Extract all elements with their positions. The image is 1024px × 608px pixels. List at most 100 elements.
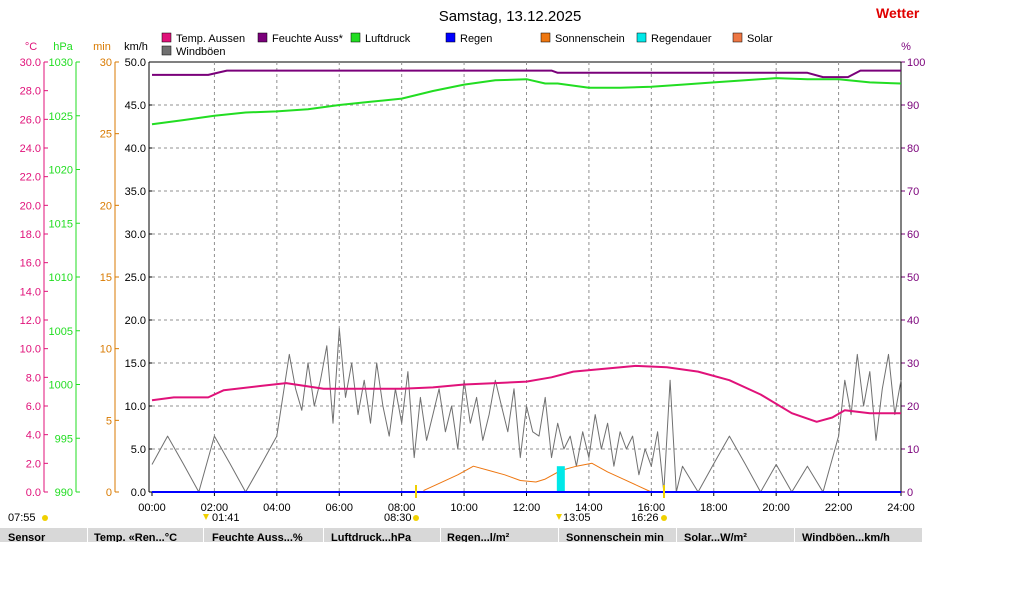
- sun-event-time-event3: 13:05: [563, 512, 591, 524]
- y-tick-label-humidity: 20: [907, 401, 919, 413]
- sunrise-icon: [42, 515, 48, 521]
- y-tick-label-temp: 6.0: [26, 401, 41, 413]
- y-tick-label-speed: 50.0: [125, 57, 146, 69]
- y-tick-label-minutes: 15: [100, 272, 112, 284]
- y-tick-label-temp: 18.0: [20, 229, 41, 241]
- footer-col-pressure: Luftdruck...hPa: [331, 532, 412, 542]
- footer-divider: [87, 528, 88, 542]
- sun-event-time-moonset: 01:41: [212, 512, 240, 524]
- x-tick-label: 14:00: [575, 502, 603, 514]
- y-tick-label-pressure: 1020: [49, 165, 73, 177]
- series-line-windböen: [151, 328, 902, 493]
- legend-swatch: [161, 32, 172, 43]
- x-tick-label: 08:00: [388, 502, 416, 514]
- y-tick-label-temp: 28.0: [20, 86, 41, 98]
- legend-label: Regendauer: [651, 33, 712, 45]
- y-tick-label-humidity: 10: [907, 444, 919, 456]
- legend-swatch: [445, 32, 456, 43]
- chart-title: Samstag, 13.12.2025: [439, 8, 582, 25]
- x-tick-label: 00:00: [138, 502, 166, 514]
- y-tick-label-temp: 12.0: [20, 315, 41, 327]
- y-tick-label-speed: 45.0: [125, 100, 146, 112]
- sensor-table-header: Sensor Temp. «Ren...°C Feuchte Auss...% …: [0, 527, 922, 542]
- legend-label: Windböen: [176, 46, 226, 58]
- footer-divider: [558, 528, 559, 542]
- x-tick-label: 20:00: [762, 502, 790, 514]
- y-tick-label-pressure: 995: [55, 433, 73, 445]
- y-tick-label-temp: 26.0: [20, 114, 41, 126]
- x-tick-label: 06:00: [325, 502, 353, 514]
- y-tick-label-temp: 2.0: [26, 458, 41, 470]
- x-tick-label: 12:00: [513, 502, 541, 514]
- y-tick-label-speed: 35.0: [125, 186, 146, 198]
- x-tick-label: 10:00: [450, 502, 478, 514]
- axis-unit-pressure: hPa: [53, 41, 73, 53]
- moon-icon: [203, 514, 209, 520]
- legend-label: Solar: [747, 33, 773, 45]
- legend-swatch: [540, 32, 551, 43]
- y-tick-label-temp: 0.0: [26, 487, 41, 499]
- axis-unit-minutes: min: [93, 41, 111, 53]
- y-tick-label-pressure: 1000: [49, 380, 73, 392]
- footer-divider: [440, 528, 441, 542]
- y-tick-label-humidity: 0: [907, 487, 913, 499]
- y-tick-label-speed: 20.0: [125, 315, 146, 327]
- legend-label: Regen: [460, 33, 492, 45]
- footer-col-sunshine: Sonnenschein min: [566, 532, 664, 542]
- footer-col-humidity: Feuchte Auss...%: [212, 532, 303, 542]
- sun-event-time-sunrise: 07:55: [8, 512, 36, 524]
- series-line-temp-aussen: [151, 364, 901, 423]
- y-tick-label-humidity: 70: [907, 186, 919, 198]
- y-tick-label-pressure: 1030: [49, 57, 73, 69]
- footer-col-gusts: Windböen...km/h: [802, 532, 890, 542]
- y-tick-label-humidity: 80: [907, 143, 919, 155]
- y-tick-label-speed: 30.0: [125, 229, 146, 241]
- y-tick-label-speed: 40.0: [125, 143, 146, 155]
- y-tick-label-pressure: 1010: [49, 272, 73, 284]
- y-tick-label-humidity: 90: [907, 100, 919, 112]
- x-tick-label: 16:00: [638, 502, 666, 514]
- footer-divider: [794, 528, 795, 542]
- legend-swatch: [732, 32, 743, 43]
- sun-events: 07:55 01:41 08:30 13:05 16:26: [8, 485, 667, 524]
- legend: Temp. Aussen Feuchte Auss* Luftdruck Regen S…: [161, 32, 773, 58]
- y-tick-label-temp: 20.0: [20, 200, 41, 212]
- footer-divider: [203, 528, 204, 542]
- footer-col-rain: Regen...l/m²: [447, 532, 510, 542]
- y-tick-label-temp: 24.0: [20, 143, 41, 155]
- y-tick-label-minutes: 0: [106, 487, 112, 499]
- y-tick-label-humidity: 40: [907, 315, 919, 327]
- legend-label: Sonnenschein: [555, 33, 625, 45]
- axes: 00:00 02:00 04:00 06:00 08:00 10:00 12:00 14:00…: [20, 41, 926, 514]
- x-tick-label: 04:00: [263, 502, 291, 514]
- legend-swatch: [636, 32, 647, 43]
- y-tick-label-speed: 25.0: [125, 272, 146, 284]
- sunset-icon: [661, 515, 667, 521]
- footer-col-sensor: Sensor: [8, 532, 46, 542]
- y-tick-label-temp: 10.0: [20, 344, 41, 356]
- legend-swatch: [161, 45, 172, 56]
- y-tick-label-humidity: 100: [907, 57, 925, 69]
- y-tick-label-temp: 14.0: [20, 286, 41, 298]
- y-tick-label-minutes: 20: [100, 200, 112, 212]
- y-tick-label-speed: 10.0: [125, 401, 146, 413]
- y-tick-label-minutes: 5: [106, 415, 112, 427]
- y-tick-label-temp: 4.0: [26, 430, 41, 442]
- weather-chart: Samstag, 13.12.2025 Wetter Temp. Aussen F…: [8, 5, 926, 524]
- grid: [152, 61, 902, 493]
- sun-icon: [413, 515, 419, 521]
- legend-swatch: [350, 32, 361, 43]
- rain-duration-bar: [556, 466, 565, 492]
- x-tick-label: 22:00: [825, 502, 853, 514]
- footer-col-solar: Solar...W/m²: [684, 532, 747, 542]
- x-tick-label: 18:00: [700, 502, 728, 514]
- y-tick-label-pressure: 1015: [49, 218, 73, 230]
- sun-event-time-sunset: 16:26: [631, 512, 659, 524]
- moon-icon: [556, 514, 562, 520]
- y-tick-label-pressure: 1005: [49, 326, 73, 338]
- legend-label: Feuchte Auss*: [272, 33, 344, 45]
- y-tick-label-minutes: 10: [100, 344, 112, 356]
- legend-swatch: [257, 32, 268, 43]
- y-tick-label-minutes: 25: [100, 129, 112, 141]
- y-tick-label-humidity: 50: [907, 272, 919, 284]
